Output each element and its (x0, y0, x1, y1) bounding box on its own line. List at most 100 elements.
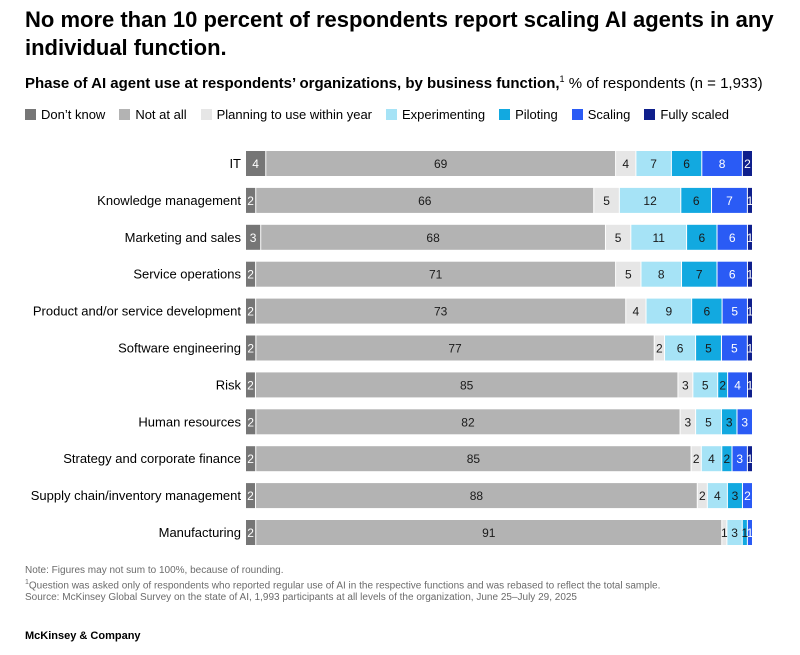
data-label: 8 (719, 157, 726, 171)
legend-swatch (644, 109, 656, 120)
category-label: Knowledge management (97, 193, 241, 208)
bar-segment (646, 298, 692, 324)
data-label: 2 (247, 378, 254, 392)
category-label: Service operations (133, 267, 241, 282)
bar-segment (256, 298, 626, 324)
bar-segment (680, 409, 696, 435)
legend-label: Fully scaled (660, 107, 730, 122)
bar-segment (692, 298, 722, 324)
source-note: Source: McKinsey Global Survey on the st… (25, 592, 577, 604)
bar-segment (256, 446, 691, 472)
subtitle-footnote-mark: 1 (559, 74, 565, 84)
category-label: Product and/or service development (33, 304, 242, 319)
bar-segment (742, 483, 752, 509)
data-label: 9 (666, 305, 673, 319)
data-label: 1 (747, 268, 754, 282)
bar-segment (747, 224, 752, 250)
bar-segment (256, 483, 697, 509)
data-label: 2 (744, 489, 751, 503)
bar-segment (246, 187, 256, 213)
chart-notes: Note: Figures may not sum to 100%, becau… (25, 565, 660, 604)
bar-segment (246, 483, 256, 509)
data-label: 2 (247, 489, 254, 503)
bar-segment (728, 372, 748, 398)
bar-segment (737, 409, 752, 435)
data-label: 7 (696, 268, 703, 282)
legend-item: Fully scaled (644, 107, 729, 122)
data-label: 1 (747, 452, 754, 466)
data-label: 2 (744, 157, 751, 171)
bar-segment (702, 151, 742, 176)
data-label: 5 (603, 194, 610, 208)
bar-segment (246, 151, 266, 176)
legend-label: Piloting (515, 107, 558, 122)
data-label: 3 (741, 415, 748, 429)
bar-segment (682, 261, 717, 287)
bar-segment (747, 335, 752, 361)
bar-segment (721, 335, 747, 361)
bar-segment (636, 151, 671, 176)
legend-label: Not at all (135, 107, 187, 122)
data-label: 3 (736, 452, 743, 466)
bar-segment (671, 151, 702, 176)
bar-segment (718, 372, 728, 398)
data-label: 7 (726, 194, 733, 208)
data-label: 6 (677, 342, 684, 356)
bar-segment (697, 483, 707, 509)
brand-logo-text: McKinsey & Company (25, 630, 141, 642)
bar-segment (626, 298, 646, 324)
legend-item: Don’t know (25, 107, 105, 122)
legend-label: Scaling (587, 107, 631, 122)
data-label: 71 (429, 268, 443, 282)
data-label: 2 (247, 268, 254, 282)
legend-item: Scaling (571, 107, 631, 122)
data-label: 6 (729, 231, 736, 245)
bar-segment (747, 261, 752, 287)
bar-segment (246, 298, 256, 324)
bar-segment (693, 372, 718, 398)
data-label: 4 (708, 452, 715, 466)
data-label: 2 (247, 305, 254, 319)
data-label: 2 (247, 415, 254, 429)
bar-segment (594, 187, 619, 213)
bar-segment (256, 409, 680, 435)
data-label: 88 (470, 489, 484, 503)
category-label: Marketing and sales (125, 230, 242, 245)
bar-segment (717, 224, 747, 250)
data-label: 3 (726, 415, 733, 429)
bar-segment (605, 224, 631, 250)
data-label: 3 (731, 526, 738, 540)
data-label: 2 (656, 342, 663, 356)
rounding-note: Note: Figures may not sum to 100%, becau… (25, 565, 284, 576)
data-label: 3 (684, 415, 691, 429)
category-label: Risk (216, 377, 242, 392)
bar-segment (696, 335, 721, 361)
bar-segment (691, 446, 701, 472)
data-label: 3 (732, 489, 739, 503)
data-label: 68 (426, 231, 440, 245)
bar-segment (747, 187, 752, 213)
data-label: 2 (247, 194, 254, 208)
legend-swatch (119, 109, 131, 120)
bar-segment (722, 298, 747, 324)
bar-segment (727, 520, 742, 545)
bar-segment (246, 224, 261, 250)
bar-segment (732, 446, 747, 472)
bar-segment (747, 520, 752, 545)
data-label: 8 (658, 268, 665, 282)
footnote-text: Question was asked only of respondents w… (28, 580, 661, 592)
bar-segment (707, 483, 727, 509)
bar-segment (665, 335, 696, 361)
bar-segment (701, 446, 722, 472)
category-label: IT (229, 156, 241, 171)
data-label: 85 (460, 378, 474, 392)
bar-segment (256, 261, 616, 287)
legend-label: Experimenting (402, 107, 486, 122)
data-label: 77 (448, 342, 462, 356)
bar-segment (696, 409, 721, 435)
data-label: 4 (714, 489, 721, 503)
data-label: 4 (734, 378, 741, 392)
data-label: 73 (434, 305, 448, 319)
legend-swatch (571, 109, 583, 120)
